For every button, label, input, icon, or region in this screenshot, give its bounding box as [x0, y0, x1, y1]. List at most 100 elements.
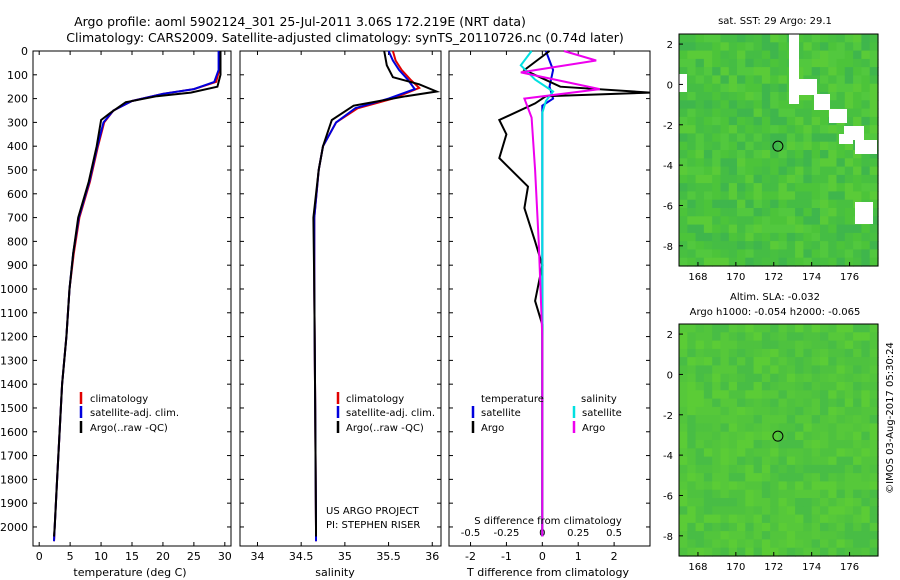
map-cell — [720, 481, 730, 491]
map-cell — [695, 58, 705, 68]
map-cell — [720, 431, 730, 441]
map-y-tick-label: 0 — [667, 370, 673, 381]
map-cell — [695, 249, 705, 259]
map-cell — [712, 357, 722, 366]
map-cell — [695, 382, 705, 391]
map-cell — [844, 539, 854, 549]
map-cell — [828, 42, 838, 52]
map-cell — [853, 398, 862, 408]
map-cell — [811, 324, 821, 333]
map-cell — [753, 83, 763, 93]
map-cell — [728, 133, 738, 143]
map-cell — [761, 473, 771, 482]
map-cell — [828, 241, 838, 250]
map-cell — [811, 481, 821, 491]
map-cell — [861, 448, 871, 458]
map-cell — [687, 464, 697, 474]
map-cell — [745, 481, 755, 491]
map-cell — [786, 232, 796, 242]
map-cell — [778, 224, 788, 234]
map-cell — [753, 332, 763, 342]
map-cell — [712, 257, 722, 267]
map-cell — [853, 473, 862, 482]
map-cell — [770, 158, 780, 168]
map-cell — [853, 506, 862, 516]
legend-temperature-title: temperature — [481, 394, 544, 405]
map-cell — [861, 440, 871, 449]
map-cell — [679, 133, 688, 143]
map-cell — [745, 365, 755, 375]
map-cell — [712, 50, 722, 60]
map-cell — [778, 406, 788, 416]
map-cell — [679, 191, 688, 201]
map-cell — [811, 464, 821, 474]
map-cell — [753, 473, 763, 482]
map-cell — [720, 150, 730, 159]
map-cell — [695, 431, 705, 441]
map-cell — [795, 249, 804, 259]
map-cell — [687, 174, 697, 184]
map-cell — [778, 116, 788, 126]
map-cell — [803, 191, 813, 201]
map-cell — [712, 232, 722, 242]
map-cell — [687, 92, 697, 101]
map-cell — [703, 547, 713, 557]
map-cell — [737, 50, 746, 60]
map-x-tick-label: 172 — [764, 562, 783, 573]
map-cell — [853, 174, 862, 184]
map-cell — [786, 489, 796, 499]
legend-argo-label: Argo(..raw -QC) — [90, 423, 168, 434]
map-cell — [728, 75, 738, 85]
map-cell — [828, 150, 838, 159]
sla-map-title: Altim. SLA: -0.032 — [730, 292, 820, 303]
map-cell — [778, 50, 788, 60]
map-cell — [770, 83, 780, 93]
map-cell — [712, 398, 722, 408]
map-cell — [820, 332, 829, 342]
map-cell — [703, 224, 713, 234]
map-cell — [712, 67, 722, 76]
map-cell — [786, 498, 796, 507]
map-cell — [778, 125, 788, 134]
map-cell — [795, 191, 804, 201]
map-cell — [720, 514, 730, 524]
map-cell — [745, 199, 755, 209]
map-cell — [853, 42, 862, 52]
map-cell — [853, 481, 862, 491]
map-cell — [844, 116, 854, 126]
map-cell — [844, 489, 854, 499]
header-line1: Argo profile: aoml 5902124_301 25-Jul-20… — [74, 14, 526, 29]
x-tick-label: 10 — [94, 550, 108, 563]
map-cell — [753, 406, 763, 416]
x-tick-label: 0 — [539, 550, 546, 563]
y-tick-label: 600 — [7, 188, 28, 201]
map-cell — [695, 348, 705, 358]
map-cell — [679, 257, 688, 267]
map-cell — [703, 340, 713, 350]
map-cell — [745, 208, 755, 217]
map-cell — [853, 547, 862, 557]
map-cell — [753, 539, 763, 549]
map-cell — [737, 183, 746, 192]
map-cell — [853, 448, 862, 458]
map-cell — [786, 448, 796, 458]
map-cell — [695, 390, 705, 400]
map-cell — [745, 50, 755, 60]
map-cell — [761, 158, 771, 168]
temperature-panel: 0100200300400500600700800900100011001200… — [0, 45, 232, 579]
s-tick-label: -0.5 — [461, 528, 481, 539]
map-cell — [820, 34, 829, 43]
map-cell — [853, 50, 862, 60]
map-cell — [795, 133, 804, 143]
map-cell — [853, 406, 862, 416]
map-cell — [820, 506, 829, 516]
map-cell — [795, 431, 804, 441]
map-cell — [778, 83, 788, 93]
map-cell — [737, 108, 746, 118]
map-cell — [753, 456, 763, 466]
map-cell — [679, 365, 688, 375]
map-cell — [853, 456, 862, 466]
map-cell — [728, 116, 738, 126]
map-cell — [720, 365, 730, 375]
map-cell — [803, 232, 813, 242]
